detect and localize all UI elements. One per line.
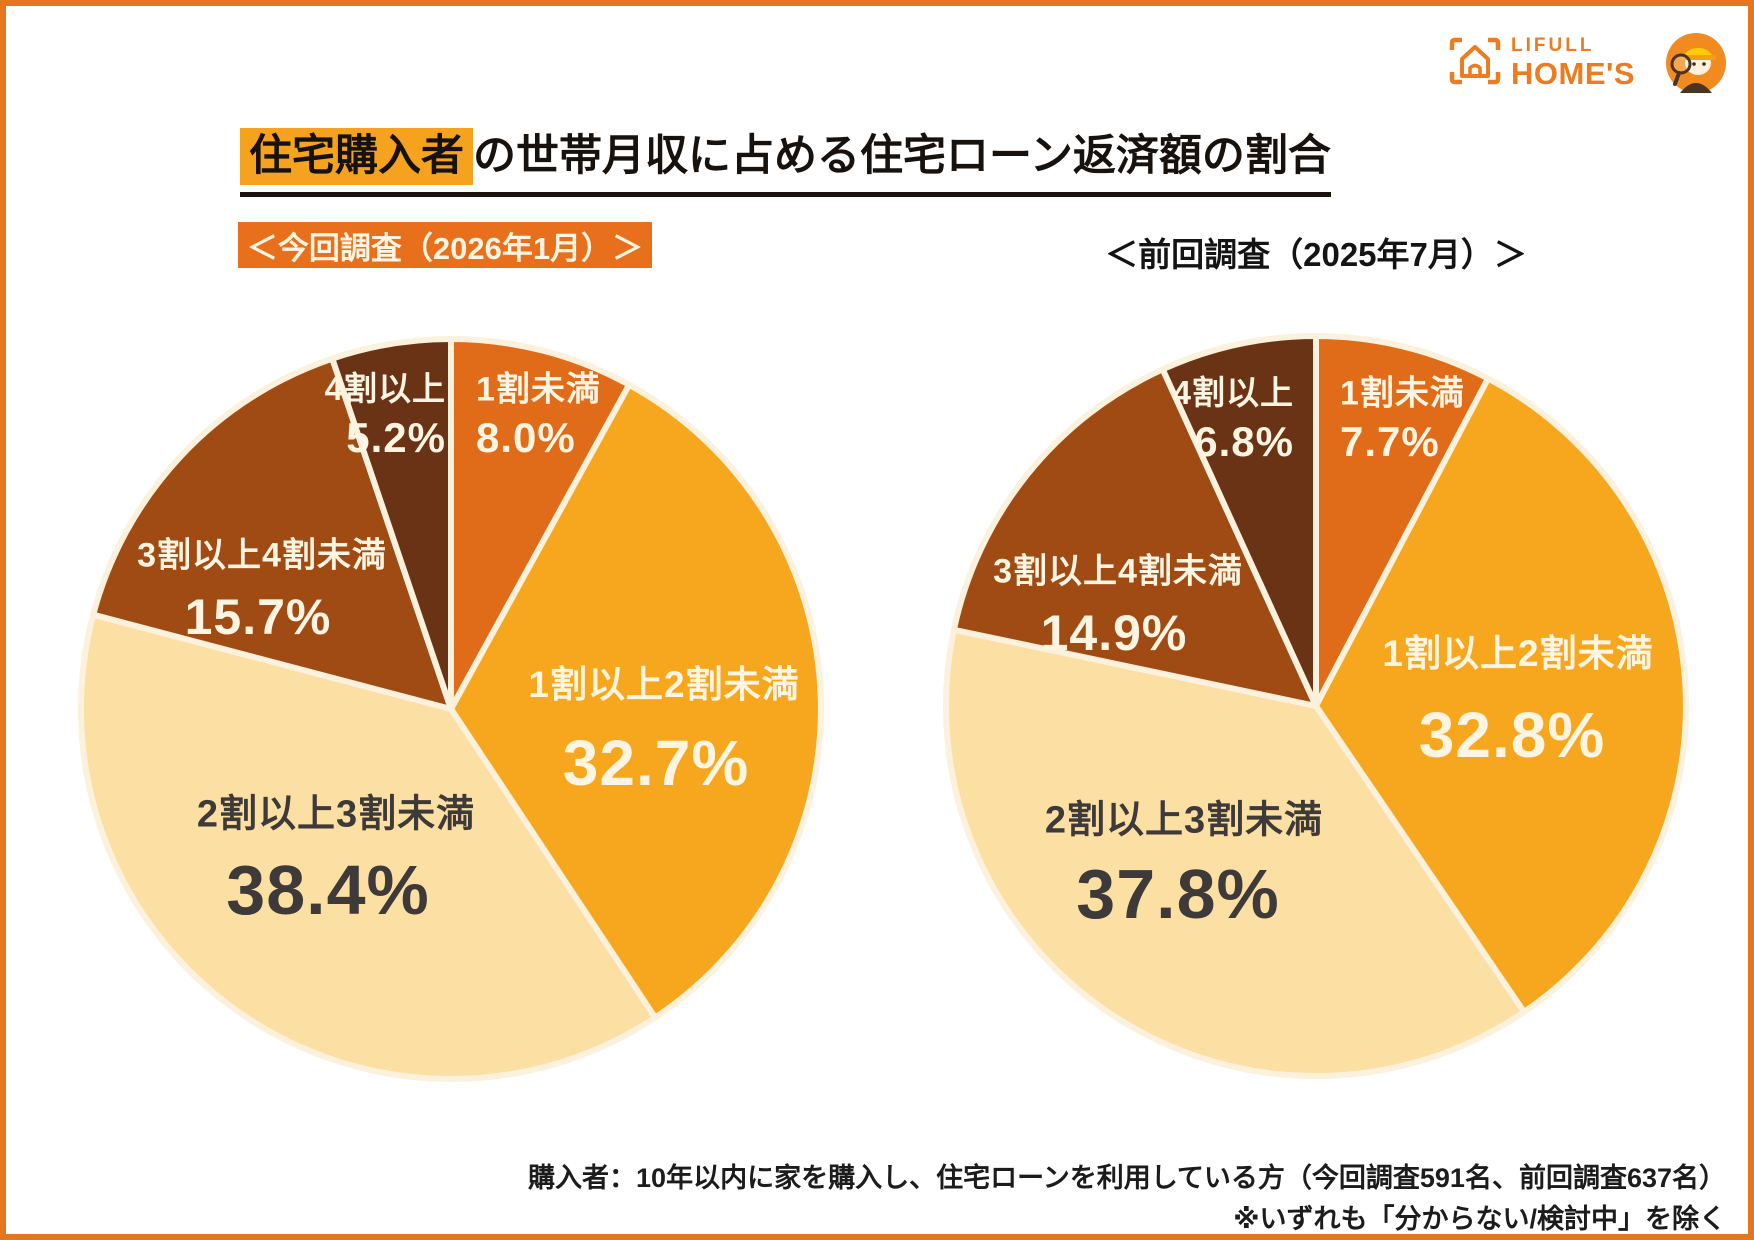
slice-category-label: 4割以上: [1172, 374, 1294, 411]
footnote-line-1: 購入者：10年以内に家を購入し、住宅ローンを利用している方（今回調査591名、前…: [528, 1163, 1726, 1193]
brand-logo: LIFULL HOME'S: [1511, 36, 1635, 89]
pie-chart-previous-survey: [942, 333, 1689, 1080]
pie-slice-3: [950, 366, 1319, 709]
slice-category-label: 1割未満: [1340, 374, 1465, 413]
slice-value-label: 8.0%: [476, 414, 576, 461]
slice-category-label: 3割以上4割未満: [137, 536, 387, 575]
footnote: 購入者：10年以内に家を購入し、住宅ローンを利用している方（今回調査591名、前…: [528, 1158, 1726, 1234]
slice-value-label: 15.7%: [184, 589, 332, 645]
pie-slice-2: [77, 611, 659, 1082]
slice-category-label: 4割以上: [324, 370, 446, 407]
footnote-line-2: ※いずれも「分からない/検討中」を除く: [1233, 1204, 1726, 1234]
slice-value-label: 37.8%: [1076, 855, 1280, 933]
slice-value-label: 38.4%: [226, 851, 430, 929]
slice-value-label: 7.7%: [1340, 418, 1440, 465]
pie-slice-4: [1159, 333, 1319, 709]
slice-value-label: 32.8%: [1418, 699, 1606, 771]
slice-category-label: 1割以上2割未満: [1382, 633, 1654, 674]
title-rest: の世帯月収に占める住宅ローン返済額の割合: [473, 131, 1331, 180]
pie-slice-0: [448, 336, 633, 712]
page-title: 住宅購入者 の世帯月収に占める住宅ローン返済額の割合: [240, 127, 1331, 197]
slice-category-label: 1割未満: [476, 370, 601, 409]
slice-category-label: 3割以上4割未満: [993, 552, 1243, 591]
title-highlight: 住宅購入者: [240, 127, 473, 185]
pie-slice-1: [1313, 375, 1689, 1015]
house-viewfinder-icon: [1449, 37, 1501, 85]
pie-slice-2: [942, 626, 1527, 1080]
pie-slice-1: [448, 381, 824, 1021]
brand-name-homes: HOME'S: [1511, 56, 1636, 91]
survey-title-current: ＜今回調査（2026年1月）＞: [238, 222, 652, 268]
slice-category-label: 2割以上3割未満: [1044, 799, 1324, 842]
slice-value-label: 6.8%: [1194, 418, 1294, 465]
pie-slice-0: [1313, 333, 1492, 709]
slice-value-label: 32.7%: [562, 727, 750, 799]
survey-title-previous: ＜前回調査（2025年7月）＞: [1105, 236, 1527, 273]
slice-category-label: 2割以上3割未満: [196, 793, 476, 836]
slice-value-label: 14.9%: [1040, 605, 1188, 661]
homes-kun-mascot-icon: [1666, 33, 1726, 93]
slice-category-label: 1割以上2割未満: [528, 664, 800, 705]
slice-value-label: 5.2%: [346, 414, 446, 461]
brand-name-lifull: LIFULL: [1511, 35, 1595, 56]
pie-slice-4: [329, 336, 454, 712]
pie-chart-current-survey: [77, 336, 824, 1082]
